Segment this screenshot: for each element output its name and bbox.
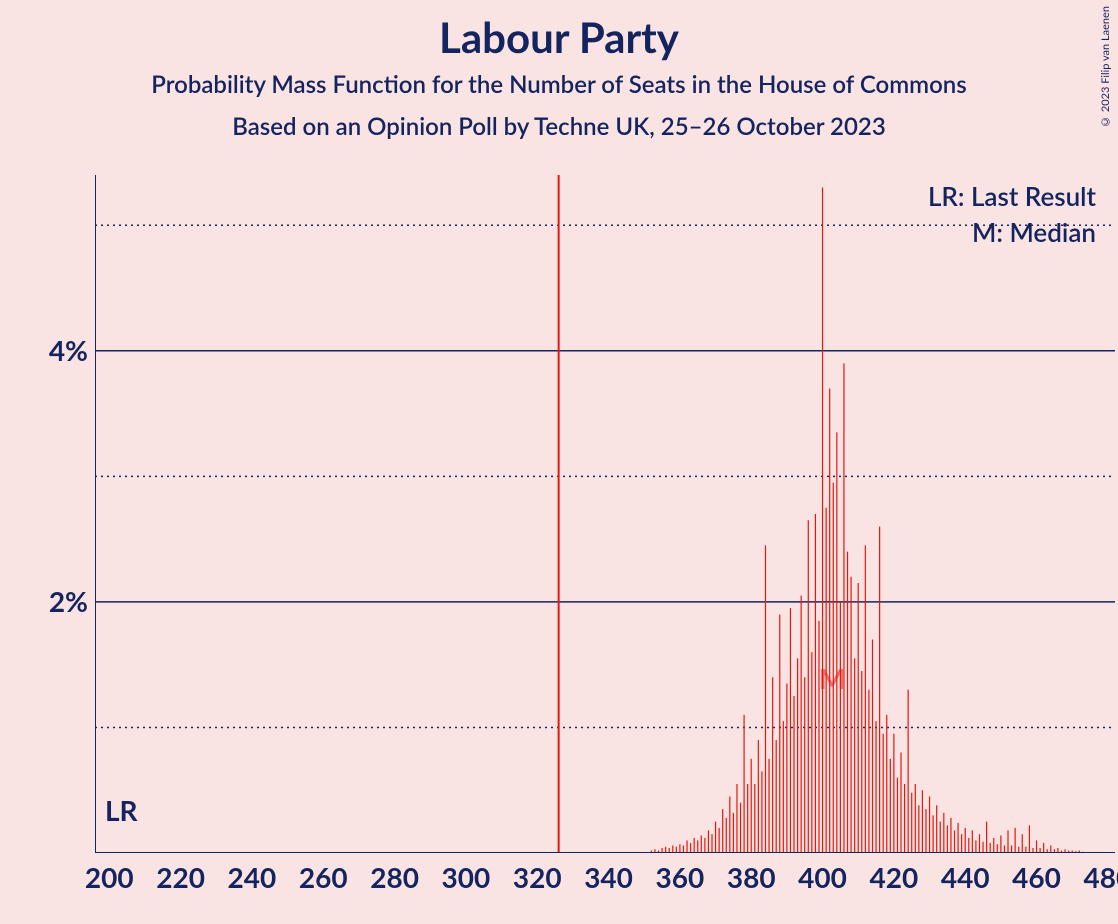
x-tick-label: 440 [941,860,990,894]
x-tick-label: 200 [85,860,134,894]
x-tick-label: 280 [370,860,419,894]
m-marker-label: M [819,661,845,695]
chart-subtitle2: Based on an Opinion Poll by Techne UK, 2… [0,112,1118,141]
x-tick-label: 360 [656,860,705,894]
x-tick-label: 460 [1012,860,1061,894]
chart-title: Labour Party [0,12,1118,62]
x-tick-label: 300 [442,860,491,894]
chart-subtitle: Probability Mass Function for the Number… [0,70,1118,99]
x-tick-label: 340 [584,860,633,894]
x-tick-label: 320 [513,860,562,894]
plot-svg [95,175,1115,853]
x-tick-label: 420 [870,860,919,894]
x-tick-label: 240 [228,860,277,894]
x-tick-label: 220 [156,860,205,894]
copyright-text: © 2023 Filip van Laenen [1099,6,1112,128]
y-tick-label: 4% [8,333,88,367]
x-tick-label: 480 [1083,860,1118,894]
y-tick-label: 2% [8,584,88,618]
chart-container: Labour Party Probability Mass Function f… [0,0,1118,924]
lr-marker-label: LR [105,793,138,827]
x-tick-label: 380 [727,860,776,894]
x-tick-label: 260 [299,860,348,894]
x-tick-label: 400 [798,860,847,894]
